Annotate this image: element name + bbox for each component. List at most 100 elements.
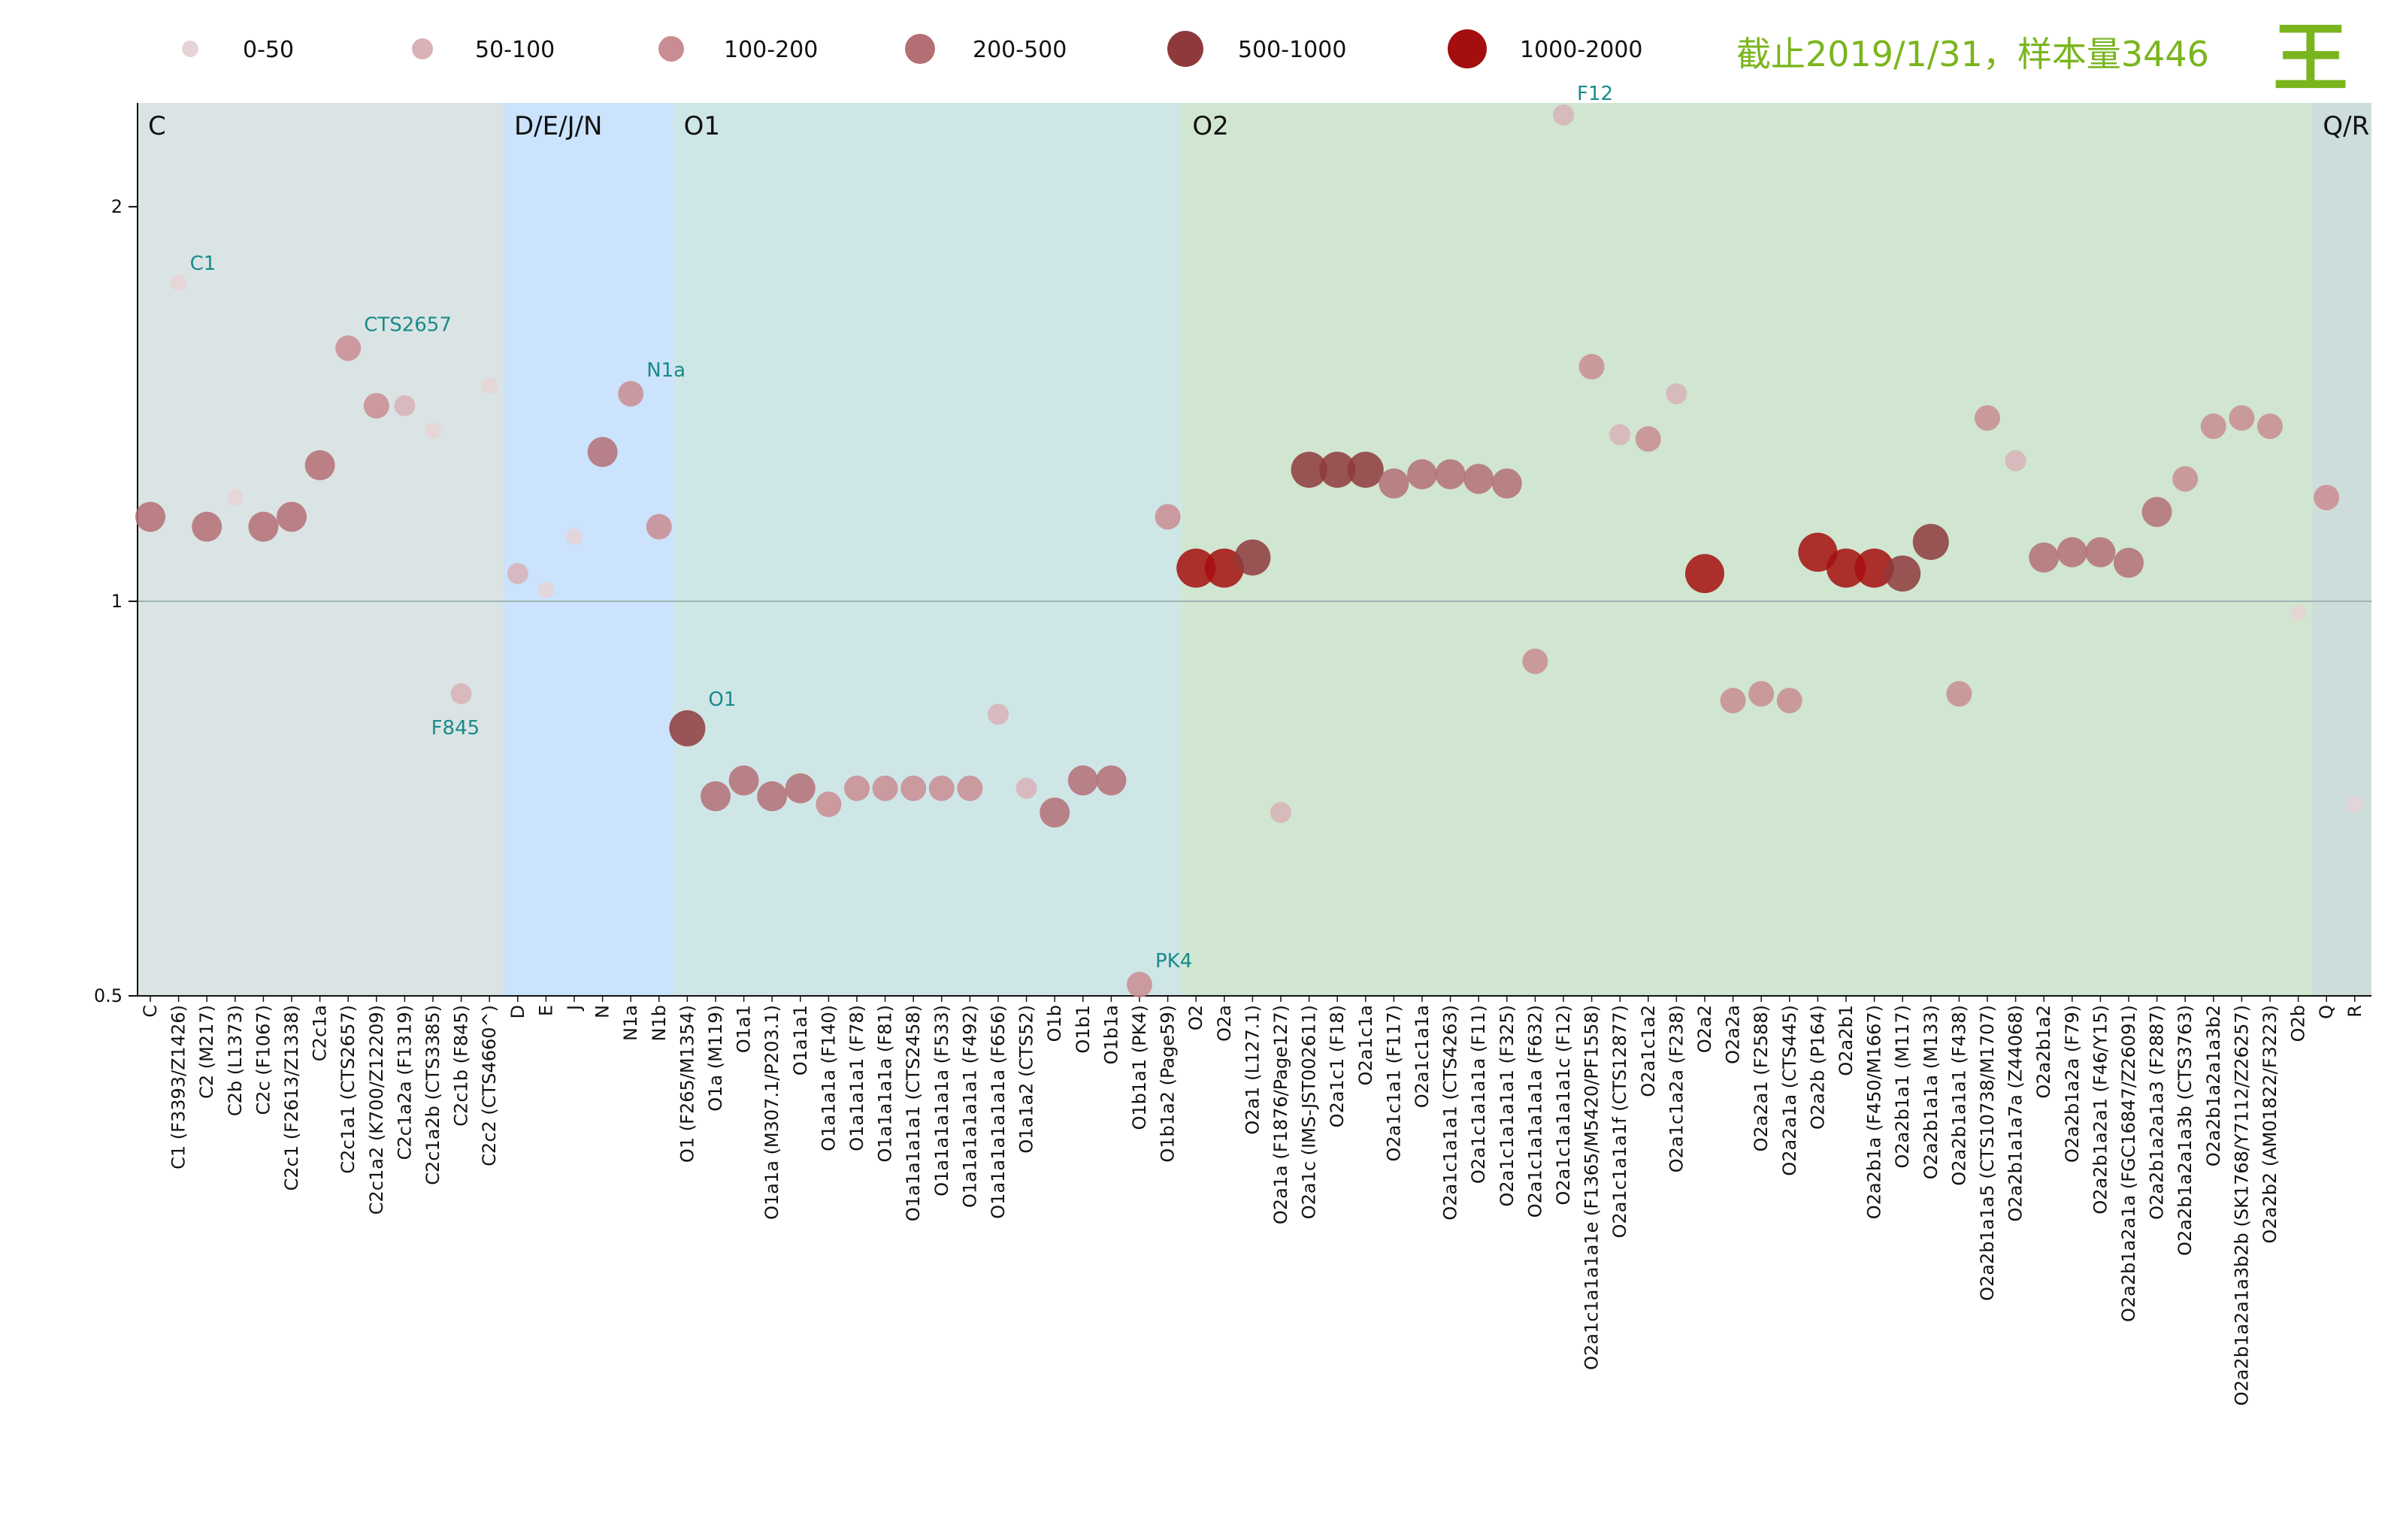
category-label-18: N1b [649,1005,670,1041]
data-points [135,104,2363,998]
point-27 [900,775,927,801]
point-52 [1609,424,1631,446]
logo-glyph: 王 [2273,14,2348,102]
point-45 [1407,459,1437,490]
region-band-4 [2312,103,2371,996]
point-6 [304,450,335,481]
category-label-24: O1a1a1a (F140) [818,1005,839,1151]
category-label-17: N1a [620,1005,641,1041]
point-28 [928,775,955,801]
category-label-12: C2c2 (CTS4660^) [479,1005,500,1166]
point-31 [1015,777,1037,799]
point-5 [277,501,307,532]
category-label-31: O1a1a2 (CTS52) [1016,1005,1037,1154]
annotation-50: F12 [1577,83,1613,105]
category-label-29: O1a1a1a1a1a1 (F492) [959,1005,980,1208]
point-12 [481,377,498,395]
region-band-0 [138,103,504,996]
category-label-57: O2a2a1 (F2588) [1751,1005,1772,1151]
category-label-48: O2a1c1a1a1a1 (F325) [1497,1005,1518,1207]
point-24 [816,791,842,818]
point-33 [1067,765,1098,796]
point-11 [450,683,472,705]
category-label-65: O2a2b1a1a5 (CTS10738/M1707) [1977,1005,1998,1301]
category-label-38: O2a [1214,1005,1235,1042]
legend-label-3: 200-500 [973,37,1067,63]
category-label-1: C1 (F3393/Z1426) [168,1005,189,1169]
point-annotations: C1 CTS2657 F845 N1a O1 PK4 F12 [190,83,1613,973]
point-35 [1127,972,1152,998]
point-78 [2346,796,2363,813]
point-29 [957,775,983,801]
category-label-27: O1a1a1a1a1 (CTS2458) [903,1005,924,1221]
region-label-3: O2 [1192,111,1228,141]
point-10 [425,422,441,439]
point-77 [2314,484,2340,510]
point-16 [587,437,618,467]
legend: 0-50 50-100 100-200 200-500 500-1000 1000-200… [182,29,1643,68]
category-label-60: O2a2b1 [1836,1005,1857,1076]
legend-marker-1 [412,38,433,59]
category-label-72: O2a2b1a2a1a3b (CTS3763) [2175,1005,2196,1256]
region-label-2: O1 [684,111,720,141]
category-label-22: O1a1a (M307.1/P203.1) [761,1005,782,1220]
point-51 [1578,353,1605,380]
category-label-52: O2a1c1a1a1f (CTS12877) [1609,1005,1630,1238]
category-label-30: O1a1a1a1a1a1a (F656) [988,1005,1009,1219]
category-label-37: O2 [1185,1005,1206,1030]
category-label-4: C2c (F1067) [253,1005,274,1115]
category-label-64: O2a2b1a1a1 (F438) [1948,1005,1969,1186]
point-68 [2057,537,2087,567]
category-label-70: O2a2b1a2a1a (FGC16847/Z26091) [2118,1005,2139,1322]
point-62 [1884,555,1921,592]
point-15 [566,528,583,546]
point-2 [192,511,222,542]
category-label-59: O2a2b (P164) [1807,1005,1828,1130]
point-60 [1827,548,1866,588]
category-label-46: O2a1c1a1a1 (CTS4263) [1440,1005,1461,1221]
region-bands: C D/E/J/N O1 O2 Q/R [138,103,2371,996]
category-label-42: O2a1c1 (F18) [1327,1005,1348,1127]
category-label-51: O2a1c1a1a1a1e (F1365/M5420/PF1558) [1581,1005,1603,1370]
category-label-19: O1 (F265/M1354) [676,1005,698,1163]
category-label-21: O1a1 [734,1005,755,1053]
category-label-78: R [2344,1005,2365,1018]
legend-label-5: 1000-2000 [1520,37,1643,63]
point-41 [1291,452,1327,489]
point-66 [2005,450,2026,472]
point-61 [1854,548,1894,588]
legend-marker-5 [1448,29,1487,68]
category-label-10: C2c1a2b (CTS3385) [422,1005,443,1185]
category-label-2: C2 (M217) [196,1005,217,1099]
point-71 [2141,497,2172,528]
category-label-53: O2a1c1a2 [1638,1005,1659,1097]
point-72 [2172,466,2199,492]
point-20 [701,781,731,812]
point-17 [618,380,644,407]
annotation-1: C1 [190,253,216,275]
category-label-5: C2c1 (F2613/Z1338) [281,1005,302,1191]
point-30 [988,703,1009,725]
point-19 [669,710,706,747]
point-23 [785,773,816,803]
category-label-40: O2a1a (F1876/Page127) [1270,1005,1291,1224]
category-label-77: Q [2316,1005,2337,1019]
category-label-61: O2a2b1a (F450/M1667) [1864,1005,1885,1219]
point-47 [1463,464,1494,495]
point-76 [2290,604,2307,622]
legend-label-2: 100-200 [724,37,818,63]
category-label-33: O1b1 [1073,1005,1094,1054]
point-74 [2229,405,2255,431]
point-54 [1666,383,1687,404]
legend-marker-4 [1167,31,1203,67]
legend-label-1: 50-100 [475,37,555,63]
category-label-50: O2a1c1a1a1a1c (F12) [1553,1005,1574,1205]
legend-marker-2 [658,36,684,62]
point-48 [1491,468,1522,499]
category-label-76: O2b [2288,1005,2309,1042]
point-32 [1040,797,1070,828]
point-26 [872,775,898,801]
point-49 [1522,648,1548,674]
point-25 [844,775,870,801]
